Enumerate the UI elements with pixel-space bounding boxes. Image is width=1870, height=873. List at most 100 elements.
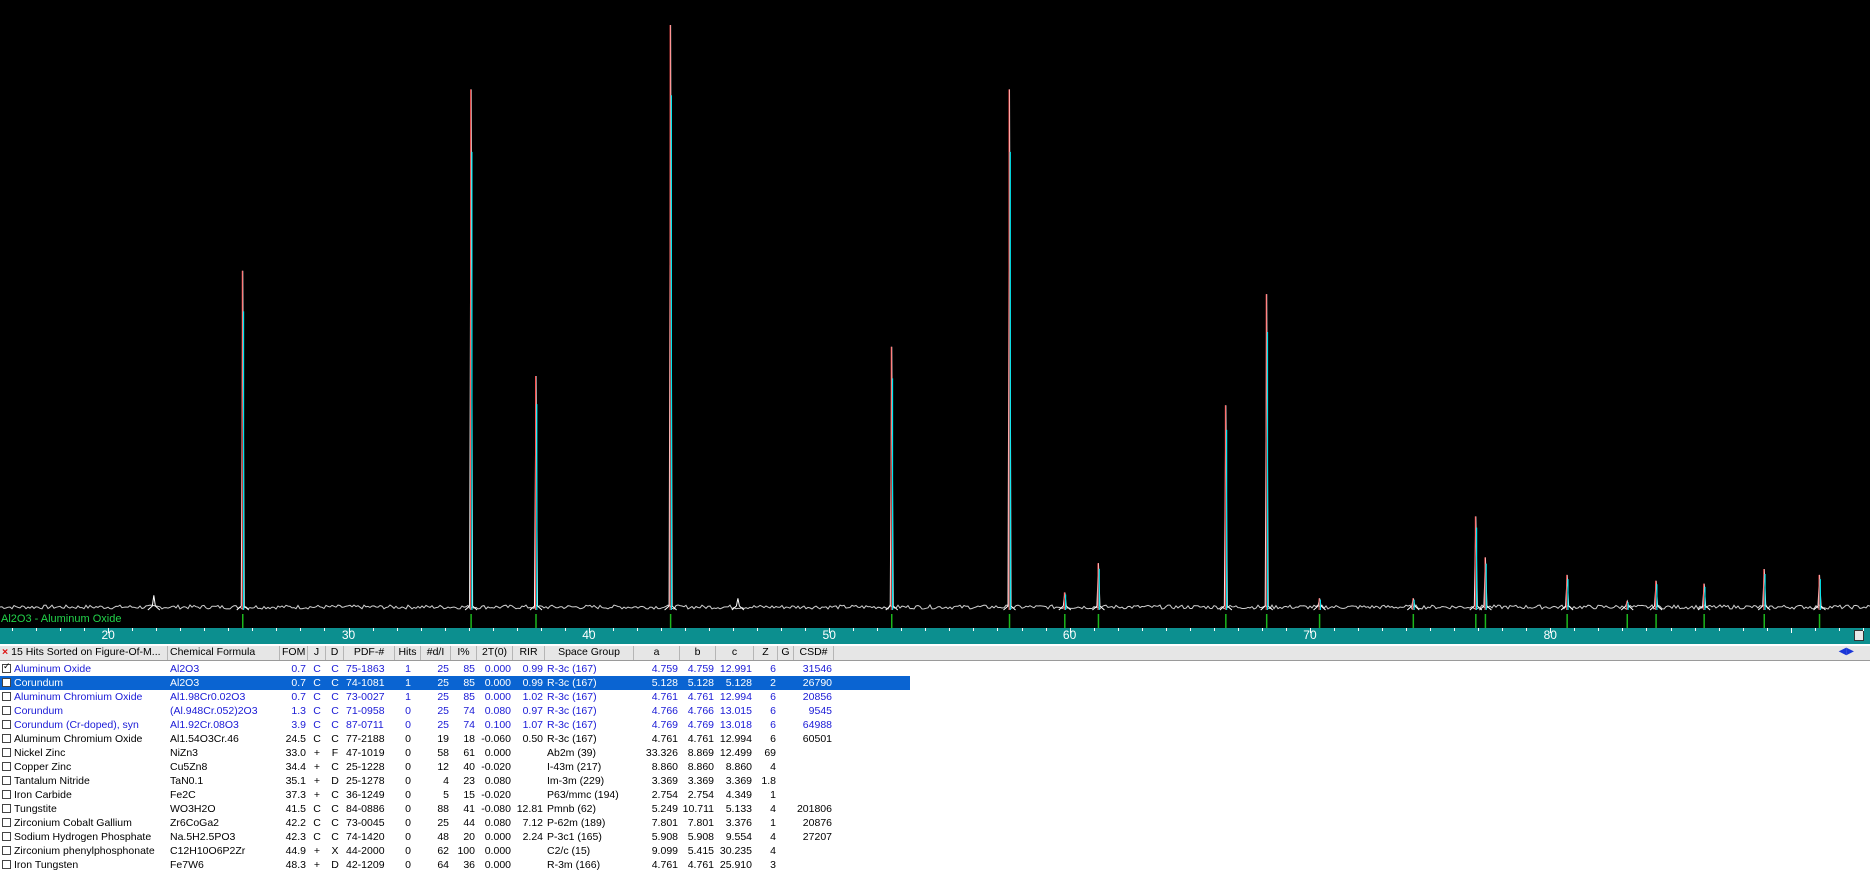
header-i-[interactable]: I% (451, 646, 477, 660)
header-d[interactable]: D (326, 646, 344, 660)
header-z[interactable]: Z (754, 646, 778, 660)
cell: Al2O3 (170, 677, 200, 689)
table-row[interactable]: Aluminum Chromium Oxide Al1.98Cr0.02O3 0.7… (0, 690, 910, 704)
cell: 61 (463, 747, 475, 759)
table-row[interactable]: Corundum Al2O3 0.7 C C 74-1081 1 25 85 0.000 0.99 R… (0, 676, 910, 690)
table-row[interactable]: Nickel Zinc NiZn3 33.0 + F 47-1019 0 58 61 0.000 A… (0, 746, 910, 760)
table-row[interactable]: Zirconium Cobalt Gallium Zr6CoGa2 42.2 C C 73… (0, 816, 910, 830)
axis-minor-tick (1382, 628, 1384, 631)
search-match-hits-table[interactable]: × 15 Hits Sorted on Figure-Of-M... Chemic… (0, 644, 1870, 873)
axis-minor-tick (252, 628, 254, 631)
row-checkbox[interactable] (2, 678, 11, 687)
row-checkbox[interactable] (2, 790, 11, 799)
cell: 0.7 (291, 677, 306, 689)
cell (778, 816, 794, 830)
axis-minor-tick (1309, 628, 1311, 633)
cell: 8.869 (687, 747, 714, 759)
cell: + (313, 747, 321, 759)
cell: 13.018 (719, 719, 752, 731)
table-row[interactable]: Aluminum Chromium Oxide Al1.54O3Cr.46 24.5… (0, 732, 910, 746)
row-checkbox[interactable] (2, 818, 11, 827)
table-row[interactable]: Iron Tungsten Fe7W6 48.3 + D 42-1209 0 64 36 0.00… (0, 858, 910, 872)
row-checkbox[interactable] (2, 720, 11, 729)
row-checkbox[interactable] (2, 706, 11, 715)
cell: D (331, 859, 339, 871)
cell: Corundum (14, 677, 64, 689)
header-g[interactable]: G (778, 646, 794, 660)
axis-minor-tick (1550, 628, 1552, 633)
row-checkbox[interactable] (2, 846, 11, 855)
header--d-i[interactable]: #d/I (421, 646, 451, 660)
cell: 42-1209 (346, 859, 385, 871)
cell: C (313, 803, 321, 815)
nav-arrows-icon[interactable]: ◀▶ (1838, 646, 1854, 657)
row-checkbox[interactable] (2, 748, 11, 757)
header-b[interactable]: b (680, 646, 716, 660)
cell: 18 (463, 733, 475, 745)
axis-scroll-handle[interactable] (1854, 630, 1864, 641)
header-hits[interactable]: Hits (395, 646, 421, 660)
cell (778, 704, 794, 718)
header-rir[interactable]: RIR (513, 646, 545, 660)
row-checkbox[interactable] (2, 776, 11, 785)
axis-minor-tick (1069, 628, 1071, 633)
cell: 26790 (802, 677, 832, 689)
cell (778, 788, 794, 802)
header-c[interactable]: c (716, 646, 754, 660)
row-checkbox[interactable] (2, 832, 11, 841)
row-checkbox[interactable] (2, 692, 11, 701)
cell: 2 (770, 677, 776, 689)
table-row[interactable]: Sodium Hydrogen Phosphate Na.5H2.5PO3 42.3… (0, 830, 910, 844)
xrd-pattern-plot[interactable]: Al2O3 - Aluminum Oxide (0, 0, 1870, 628)
cell: 2.24 (522, 831, 543, 843)
cell: + (313, 845, 321, 857)
cell: 1 (770, 789, 776, 801)
cell: 73-0027 (346, 691, 385, 703)
cell (513, 760, 545, 774)
cell: 41 (463, 803, 475, 815)
row-checkbox[interactable] (2, 762, 11, 771)
cell: 12.81 (516, 803, 543, 815)
cell: 0 (405, 831, 411, 843)
header-2t-0-[interactable]: 2T(0) (477, 646, 513, 660)
table-row[interactable]: Tantalum Nitride TaN0.1 35.1 + D 25-1278 0 4 23 0… (0, 774, 910, 788)
cell: 25.910 (719, 859, 752, 871)
cell (778, 802, 794, 816)
table-row[interactable]: Tungstite WO3H2O 41.5 C C 84-0886 0 88 41 -0.080 1… (0, 802, 910, 816)
row-checkbox[interactable] (2, 860, 11, 869)
table-row[interactable]: Corundum (Al.948Cr.052)2O3 1.3 C C 71-0958 0 25… (0, 704, 910, 718)
cell: 4 (443, 775, 449, 787)
two-theta-axis-bar[interactable]: 20 30 40 50 60 70 80 (0, 628, 1870, 644)
header-a[interactable]: a (634, 646, 680, 660)
axis-minor-tick (1141, 628, 1143, 631)
row-checkbox[interactable] (2, 662, 11, 673)
table-row[interactable]: Aluminum Oxide Al2O3 0.7 CC 75-1863 1 25 85 0.00… (0, 662, 910, 676)
table-row[interactable]: Copper Zinc Cu5Zn8 34.4 + C 25-1228 0 12 40 -0.02… (0, 760, 910, 774)
row-checkbox[interactable] (2, 804, 11, 813)
header-j[interactable]: J (308, 646, 326, 660)
cell: Aluminum Chromium Oxide (14, 691, 143, 703)
table-row[interactable]: Zirconium phenylphosphonate C12H10O6P2Zr 4… (0, 844, 910, 858)
header-pdf-[interactable]: PDF-# (344, 646, 395, 660)
cell: C (313, 677, 321, 689)
cell: 8.860 (725, 761, 752, 773)
hits-title: 15 Hits Sorted on Figure-Of-M... (11, 646, 161, 658)
x-tick-label: 30 (341, 628, 356, 642)
cell: 3.369 (725, 775, 752, 787)
header-space-group[interactable]: Space Group (545, 646, 634, 660)
axis-minor-tick (36, 628, 38, 631)
header-name[interactable]: × 15 Hits Sorted on Figure-Of-M... (0, 646, 168, 660)
axis-minor-tick (829, 628, 831, 633)
close-icon[interactable]: × (2, 646, 9, 658)
cell: 33.326 (645, 747, 678, 759)
row-checkbox[interactable] (2, 734, 11, 743)
cell (794, 774, 834, 788)
header-fom[interactable]: FOM (280, 646, 308, 660)
cell (513, 788, 545, 802)
cell: P-3c1 (165) (547, 831, 602, 843)
table-row[interactable]: Iron Carbide Fe2C 37.3 + C 36-1249 0 5 15 -0.020 P… (0, 788, 910, 802)
header-csd-[interactable]: CSD# (794, 646, 834, 660)
cell (778, 858, 794, 872)
table-row[interactable]: Corundum (Cr-doped), syn Al1.92Cr.08O3 3.9… (0, 718, 910, 732)
header-chemical-formula[interactable]: Chemical Formula (168, 646, 280, 660)
